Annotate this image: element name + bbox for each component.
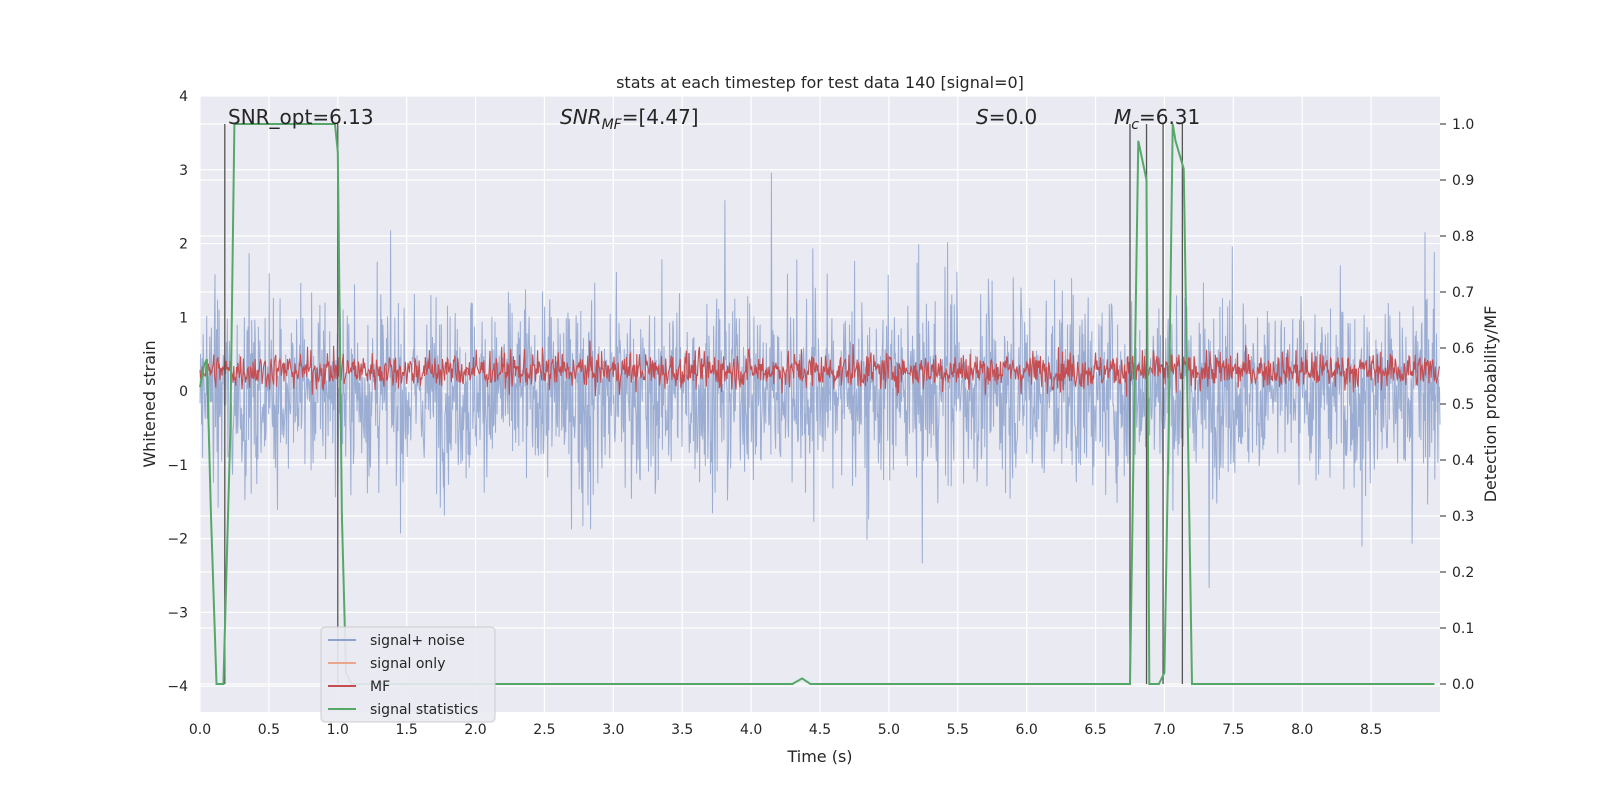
y-axis-label-left: Whitened strain: [140, 340, 159, 467]
y-tick-label-left: −1: [167, 458, 188, 474]
x-tick-label: 4.5: [809, 722, 831, 738]
legend-label-signal-noise: signal+ noise: [370, 633, 465, 649]
y-tick-label-left: 2: [179, 237, 188, 253]
annotation-mc-name: M: [1114, 105, 1131, 129]
mf-line: [199, 340, 1440, 397]
legend-label-mf: MF: [370, 679, 390, 695]
signal-noise-series: [199, 172, 1441, 588]
x-tick-label: 6.0: [1016, 722, 1038, 738]
y-tick-label-right: 0.9: [1452, 173, 1474, 189]
x-tick-label: 7.5: [1222, 722, 1244, 738]
y-ticks-left: 4 3 2 1 0 −1 −2 −3 −4: [167, 89, 188, 695]
y-tick-label-right: 0.8: [1452, 229, 1474, 245]
legend-box: [320, 626, 496, 723]
annotation-snr-opt: SNR_opt=6.13: [228, 105, 374, 129]
y-tick-label-right: 0.4: [1452, 453, 1474, 469]
y-tick-label-right: 0.5: [1452, 397, 1474, 413]
x-axis-label: Time (s): [786, 747, 852, 766]
x-tick-label: 0.0: [189, 722, 211, 738]
annotation-mc: Mc=6.31: [1114, 105, 1200, 133]
y-tick-label-left: 1: [179, 310, 188, 326]
signal-statistics-series: [199, 123, 1435, 685]
y-tick-label-right: 0.0: [1452, 677, 1474, 693]
y-tick-label-right: 0.6: [1452, 341, 1474, 357]
y-tick-label-left: −2: [167, 532, 188, 548]
x-tick-label: 5.5: [947, 722, 969, 738]
annotation-s-name: S: [976, 105, 989, 129]
y-ticks-right: 1.0 0.9 0.8 0.7 0.6 0.5 0.4 0.3 0.2 0.1 0.0: [1440, 117, 1474, 693]
y-tick-label-right: 0.7: [1452, 285, 1474, 301]
legend-label-signal-only: signal only: [370, 656, 445, 672]
annotation-snr-mf-value: =[4.47]: [622, 105, 699, 129]
annotation-mc-value: =6.31: [1139, 105, 1200, 129]
annotation-snr-mf-sub: MF: [602, 117, 623, 133]
y-tick-label-left: −4: [167, 679, 188, 695]
y-tick-label-left: 3: [179, 163, 188, 179]
x-ticks: 0.0 0.5 1.0 1.5 2.0 2.5 3.0 3.5 4.0 4.5 5.0 5.5 6.0 6…: [189, 722, 1382, 738]
signal-noise-line: [199, 172, 1441, 588]
x-tick-label: 2.5: [533, 722, 555, 738]
annotation-s: S=0.0: [976, 105, 1037, 129]
x-tick-label: 4.0: [740, 722, 762, 738]
x-tick-label: 8.5: [1360, 722, 1382, 738]
annotation-s-value: =0.0: [989, 105, 1038, 129]
y-tick-label-left: 4: [179, 89, 188, 105]
mf-series: [199, 340, 1440, 397]
annotation-snr-mf-name: SNR: [560, 105, 602, 129]
y-tick-label-right: 1.0: [1452, 117, 1474, 133]
x-tick-label: 5.0: [878, 722, 900, 738]
x-tick-label: 6.5: [1084, 722, 1106, 738]
legend-label-signal-statistics: signal statistics: [370, 702, 478, 718]
x-tick-label: 3.5: [671, 722, 693, 738]
x-tick-label: 8.0: [1291, 722, 1313, 738]
x-tick-label: 1.5: [396, 722, 418, 738]
y-tick-label-right: 0.3: [1452, 509, 1474, 525]
legend: signal+ noise signal only MF signal stat…: [320, 626, 496, 723]
x-tick-label: 2.0: [464, 722, 486, 738]
signal-statistics-line: [199, 123, 1435, 685]
x-tick-label: 1.0: [327, 722, 349, 738]
marker-lines: [224, 124, 1184, 684]
y-tick-label-right: 0.2: [1452, 565, 1474, 581]
chart-title: stats at each timestep for test data 140…: [616, 73, 1024, 92]
x-tick-label: 3.0: [602, 722, 624, 738]
x-tick-label: 7.0: [1153, 722, 1175, 738]
y-tick-label-left: −3: [167, 605, 188, 621]
y-tick-label-right: 0.1: [1452, 621, 1474, 637]
x-tick-label: 0.5: [258, 722, 280, 738]
y-tick-label-left: 0: [179, 384, 188, 400]
annotation-mc-sub: c: [1131, 117, 1139, 133]
annotation-snr-mf: SNRMF=[4.47]: [560, 105, 699, 133]
y-axis-label-right: Detection probability/MF: [1481, 306, 1500, 503]
